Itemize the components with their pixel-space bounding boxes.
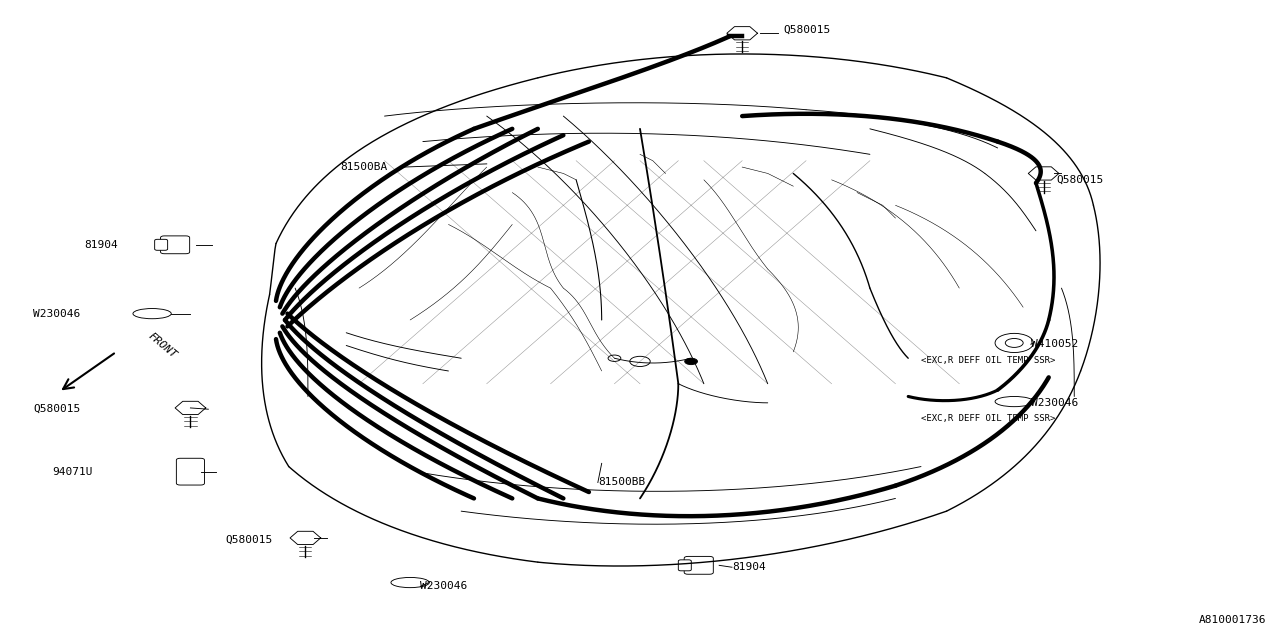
FancyBboxPatch shape (678, 560, 691, 571)
Text: Q580015: Q580015 (783, 25, 831, 35)
Text: Q580015: Q580015 (225, 535, 273, 545)
Text: <EXC,R DEFF OIL TEMP SSR>: <EXC,R DEFF OIL TEMP SSR> (922, 356, 1056, 365)
Text: 81904: 81904 (84, 240, 118, 250)
Text: W230046: W230046 (1030, 398, 1078, 408)
Text: A810001736: A810001736 (1198, 614, 1266, 625)
Circle shape (995, 333, 1033, 353)
Ellipse shape (133, 308, 172, 319)
Text: 81500BA: 81500BA (340, 162, 387, 172)
Text: W230046: W230046 (33, 308, 81, 319)
Text: Q580015: Q580015 (1056, 175, 1103, 185)
FancyBboxPatch shape (685, 556, 713, 574)
Text: FRONT: FRONT (146, 331, 178, 360)
Text: 81904: 81904 (732, 563, 765, 572)
Text: 94071U: 94071U (52, 467, 93, 477)
Text: <EXC,R DEFF OIL TEMP SSR>: <EXC,R DEFF OIL TEMP SSR> (922, 414, 1056, 423)
Text: W230046: W230046 (420, 581, 467, 591)
Text: Q580015: Q580015 (33, 404, 81, 414)
Ellipse shape (390, 577, 429, 588)
Circle shape (685, 358, 698, 365)
FancyBboxPatch shape (160, 236, 189, 253)
Ellipse shape (995, 396, 1033, 406)
FancyBboxPatch shape (155, 239, 168, 250)
FancyBboxPatch shape (177, 458, 205, 485)
Text: W410052: W410052 (1030, 339, 1078, 349)
Circle shape (1005, 339, 1023, 348)
Text: 81500BB: 81500BB (598, 477, 645, 488)
